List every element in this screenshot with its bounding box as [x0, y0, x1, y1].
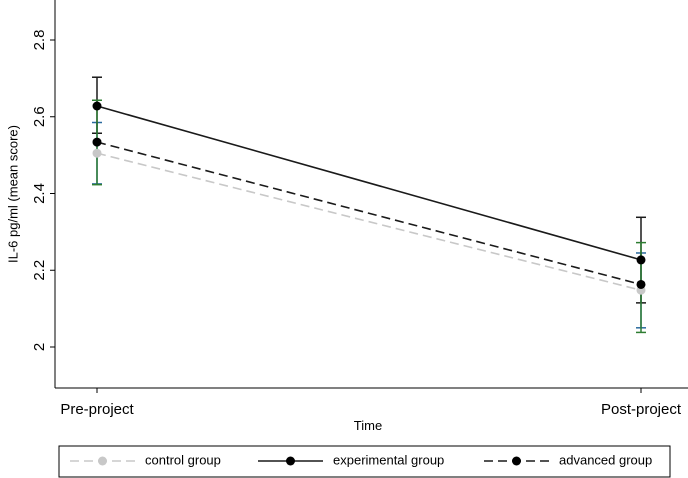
x-tick-label: Post-project — [601, 401, 682, 418]
data-point — [92, 101, 102, 111]
series-0 — [92, 148, 646, 295]
x-ticks: Pre-project Post-project — [60, 388, 682, 418]
series-errorbars-0 — [92, 121, 646, 329]
plot-axes — [54, 0, 688, 389]
legend: control group experimental group advanced … — [58, 445, 671, 478]
legend-label: control group — [145, 452, 221, 467]
y-tick-label: 2.6 — [31, 106, 48, 127]
legend-items: control group experimental group advanced … — [70, 452, 652, 467]
y-tick-label: 2.8 — [31, 30, 48, 51]
y-tick-label: 2.2 — [31, 260, 48, 281]
y-ticks: 2 2.2 2.4 2.6 2.8 — [31, 30, 55, 351]
series-layer — [92, 76, 646, 334]
data-point — [92, 148, 102, 158]
legend-item: advanced group — [484, 452, 652, 467]
legend-label: experimental group — [333, 452, 444, 467]
x-tick-label: Pre-project — [60, 401, 134, 418]
legend-marker — [286, 456, 295, 466]
data-point — [92, 137, 102, 147]
legend-item: experimental group — [258, 452, 444, 467]
series-line — [96, 105, 642, 261]
y-axis-title: IL-6 pg/ml (mean score) — [5, 125, 20, 263]
series-errorbars-1 — [92, 76, 646, 304]
legend-marker — [98, 456, 107, 466]
series-2 — [92, 137, 646, 289]
series-line — [96, 141, 642, 286]
legend-item: control group — [70, 452, 221, 467]
legend-label: advanced group — [559, 452, 652, 467]
legend-marker — [512, 456, 521, 466]
x-axis-title: Time — [354, 418, 382, 433]
series-line — [96, 152, 642, 291]
data-point — [636, 279, 646, 289]
series-1 — [92, 101, 646, 265]
y-tick-label: 2.4 — [31, 183, 48, 204]
data-point — [636, 255, 646, 265]
y-tick-label: 2 — [31, 343, 48, 351]
legend-box — [58, 445, 671, 478]
series-errorbars-2 — [92, 99, 646, 334]
